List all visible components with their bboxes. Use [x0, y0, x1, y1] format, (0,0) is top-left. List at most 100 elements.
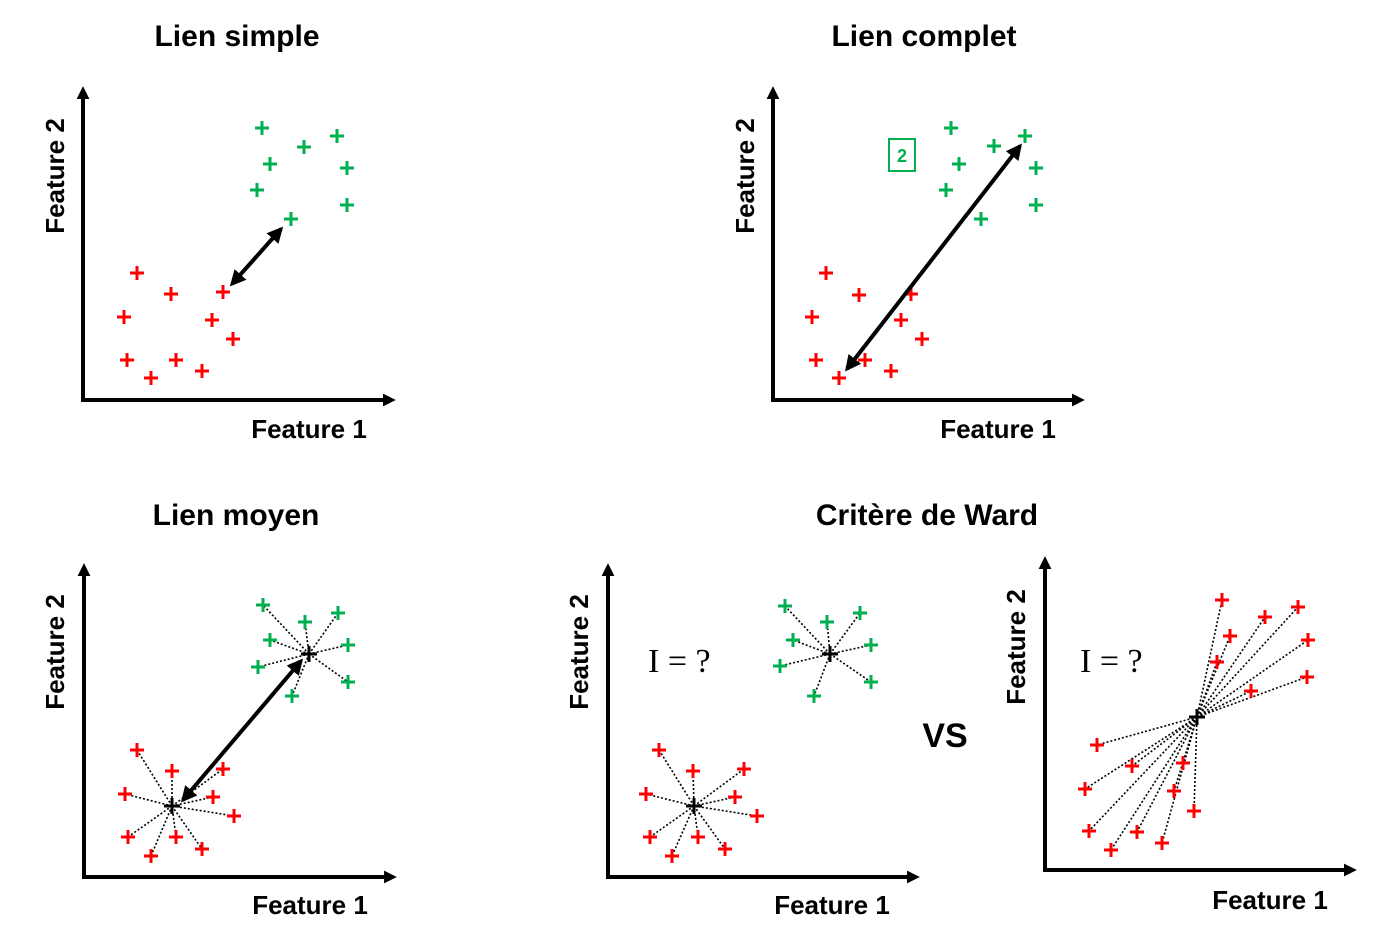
panel-single-linkage: Lien simple Feature 1 Feature 2: [40, 20, 396, 444]
green-point: [263, 633, 277, 647]
red-point: [852, 288, 866, 302]
red-point: [1210, 655, 1224, 669]
centroid-point: [686, 798, 702, 814]
centroid-link-line: [1196, 690, 1252, 718]
red-point: [1258, 610, 1272, 624]
green-point: [853, 606, 867, 620]
green-point: [331, 606, 345, 620]
red-point: [118, 787, 132, 801]
green-point: [284, 212, 298, 226]
y-axis-label: Feature 2: [564, 594, 594, 710]
centroid-link-line: [829, 653, 872, 683]
red-point: [819, 266, 833, 280]
centroid-link-line: [171, 805, 203, 850]
red-point: [832, 371, 846, 385]
red-point: [226, 332, 240, 346]
green-cluster-points: [773, 599, 878, 703]
red-point: [643, 830, 657, 844]
green-point: [251, 660, 265, 674]
centroid-links: [1084, 599, 1309, 851]
ward-left-plot: Feature 1 Feature 2 I = ?: [564, 563, 920, 920]
red-cluster-points: [805, 266, 929, 385]
red-point: [165, 764, 179, 778]
green-point: [987, 139, 1001, 153]
red-point: [1187, 804, 1201, 818]
red-point: [1244, 684, 1258, 698]
ward-right-plot: Feature 1 Feature 2 I = ?: [1001, 556, 1357, 915]
red-point: [665, 849, 679, 863]
centroid-link-line: [813, 653, 831, 697]
red-point: [750, 809, 764, 823]
red-point: [117, 310, 131, 324]
x-axis-label: Feature 1: [251, 414, 367, 444]
centroid-links: [124, 604, 349, 857]
centroid-link-line: [171, 768, 224, 807]
red-point: [1223, 629, 1237, 643]
centroid-link-line: [127, 805, 173, 838]
red-point: [227, 809, 241, 823]
inertia-formula: I = ?: [648, 643, 711, 680]
centroid-link-line: [1196, 661, 1218, 718]
centroid-point: [1189, 709, 1205, 725]
green-point: [1029, 198, 1043, 212]
centroid-distance-arrow: [180, 658, 304, 803]
green-point: [298, 615, 312, 629]
red-point: [130, 266, 144, 280]
red-point: [894, 313, 908, 327]
y-axis-label: Feature 2: [40, 594, 70, 710]
red-point: [737, 762, 751, 776]
red-point: [1155, 836, 1169, 850]
centroid-link-line: [308, 612, 339, 655]
red-point: [130, 743, 144, 757]
green-point: [340, 161, 354, 175]
green-point: [786, 633, 800, 647]
panel-complete-linkage: Lien complet Feature 1 Feature 2 2: [730, 20, 1085, 444]
green-point: [250, 183, 264, 197]
red-point: [1291, 600, 1305, 614]
red-point: [1082, 824, 1096, 838]
max-distance-arrow: [845, 143, 1022, 372]
centroid-points: [164, 646, 317, 814]
green-point: [952, 157, 966, 171]
cluster-badge: 2: [888, 138, 916, 172]
green-point: [820, 615, 834, 629]
centroid-link-line: [658, 749, 695, 807]
red-point: [728, 790, 742, 804]
green-point: [773, 659, 787, 673]
red-cluster-points: [1078, 593, 1315, 857]
centroid-link-line: [779, 653, 831, 667]
red-point: [639, 787, 653, 801]
centroid-link-line: [1136, 716, 1198, 833]
red-point: [144, 849, 158, 863]
green-point: [341, 638, 355, 652]
panel-average-linkage: Lien moyen Feature 1 Feature 2: [40, 499, 397, 920]
green-point: [340, 198, 354, 212]
centroid-link-line: [1196, 606, 1299, 718]
centroid-link-line: [1193, 716, 1198, 812]
centroid-link-line: [136, 749, 173, 807]
centroid-link-line: [693, 805, 758, 817]
green-point: [1029, 161, 1043, 175]
centroid-link-line: [257, 653, 310, 668]
centroid-link-line: [829, 644, 872, 655]
red-point: [1104, 843, 1118, 857]
inertia-formula: I = ?: [1080, 643, 1143, 680]
red-cluster-points: [639, 743, 764, 863]
red-point: [686, 764, 700, 778]
centroid-link-line: [1161, 716, 1198, 844]
centroid-link-line: [645, 793, 695, 807]
red-point: [1300, 670, 1314, 684]
panel-ward-criterion: Critère de Ward Feature 1 Feature 2 I = …: [564, 499, 1357, 920]
red-point: [1078, 782, 1092, 796]
panel-title: Critère de Ward: [816, 499, 1038, 532]
centroid-link-line: [1096, 716, 1198, 746]
green-point: [939, 183, 953, 197]
centroid-link-line: [693, 796, 736, 807]
centroid-link-line: [171, 805, 235, 817]
red-point: [691, 830, 705, 844]
red-cluster-points: [117, 266, 240, 385]
red-point: [205, 313, 219, 327]
green-point: [341, 675, 355, 689]
red-point: [120, 353, 134, 367]
